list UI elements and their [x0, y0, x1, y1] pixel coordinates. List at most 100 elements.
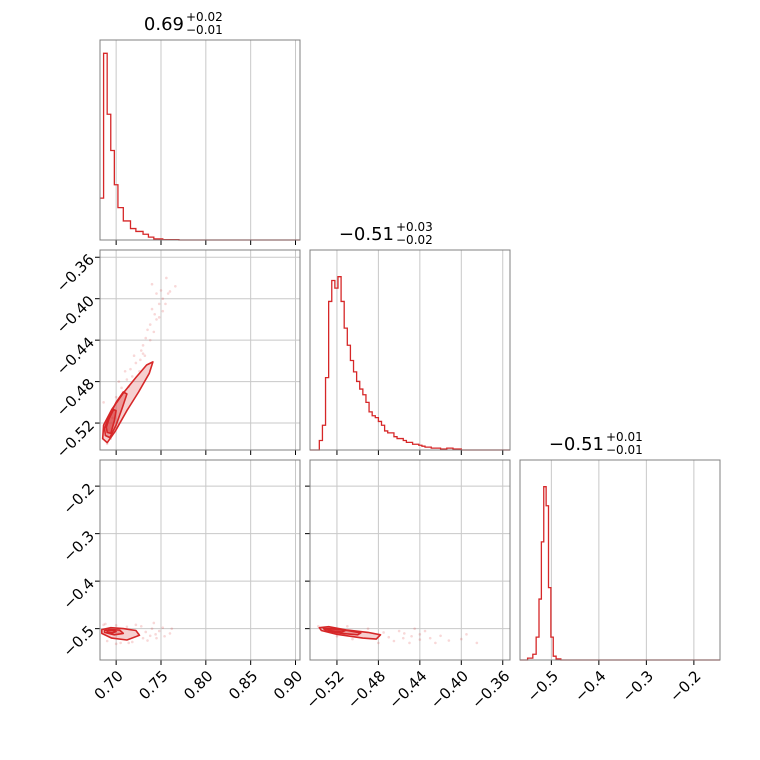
p1-vs-p0-sample-point: [152, 330, 156, 334]
p1-vs-p0-y-tick-label: −0.40: [53, 292, 98, 337]
p1-vs-p0-sample-point: [114, 395, 118, 399]
p1-hist-title-upper-error: +0.03: [396, 220, 433, 234]
p1-vs-p0-y-tick-label: −0.52: [53, 416, 98, 461]
p1-vs-p0-sample-point: [157, 316, 161, 319]
p1-vs-p0-sample-point: [130, 375, 134, 378]
p2-hist-title-lower-error: −0.01: [606, 443, 643, 457]
p1-vs-p0-sample-point: [117, 380, 121, 383]
p0-hist-axes-frame: [99, 39, 301, 241]
p1-vs-p0-sample-point: [143, 354, 147, 357]
p1-vs-p0-sample-point: [150, 307, 154, 311]
p2-vs-p1-x-tick-label: −0.48: [344, 667, 389, 712]
p2-vs-p1-sample-point: [335, 634, 339, 638]
p2-vs-p0-sample-point: [154, 633, 157, 636]
p2-vs-p0-y-tick-label: −0.3: [60, 527, 98, 565]
p2-vs-p0-sample-point: [155, 636, 158, 640]
p2-vs-p1-sample-point: [418, 638, 422, 641]
p1-vs-p0-sample-point: [141, 352, 145, 355]
p2-vs-p0-sample-point: [125, 625, 129, 629]
p0-hist-title-upper-error: +0.02: [186, 10, 223, 24]
p2-vs-p1-x-tick-label: −0.40: [427, 667, 472, 712]
p2-vs-p0-sample-point: [152, 621, 156, 625]
p2-vs-p1-sample-point: [418, 633, 422, 636]
p2-vs-p0-sample-point: [114, 624, 118, 627]
p1-vs-p0-sample-point: [139, 358, 142, 362]
p2-vs-p1-x-tick-label: −0.52: [302, 667, 347, 712]
frames-layer: [95, 39, 721, 665]
marks-layer: [100, 52, 720, 661]
p0-hist-histogram-step: [100, 52, 300, 241]
p2-vs-p0-y-tick-label: −0.4: [60, 574, 98, 612]
grid-layer: [100, 40, 695, 660]
p2-vs-p1-density-contour: [325, 628, 347, 633]
p1-vs-p0-density-contour: [105, 408, 117, 435]
p2-vs-p1-sample-point: [459, 637, 463, 641]
p2-vs-p0-x-tick-label: 0.80: [180, 667, 216, 703]
p2-vs-p0-sample-point: [161, 626, 165, 629]
p2-vs-p0-sample-point: [148, 634, 152, 638]
p1-vs-p0-sample-point: [111, 416, 114, 420]
p1-vs-p0-axes-frame: [99, 249, 301, 451]
p2-vs-p1-axes-frame: [309, 459, 511, 661]
p1-vs-p0-sample-point: [148, 323, 152, 326]
p1-hist-title-lower-error: −0.02: [396, 233, 433, 247]
p1-vs-p0-sample-point: [164, 302, 167, 306]
p0-hist-title-value: 0.69: [144, 14, 184, 35]
p2-vs-p1-sample-point: [465, 633, 468, 636]
p2-vs-p0-sample-point: [157, 629, 161, 633]
p2-vs-p1-sample-point: [434, 641, 437, 645]
p1-hist-title-value: −0.51: [339, 224, 394, 245]
p1-vs-p0-y-tick-label: −0.48: [53, 375, 98, 420]
p2-vs-p1-sample-point: [316, 624, 320, 628]
p2-vs-p1-sample-point: [387, 635, 391, 639]
p2-vs-p1-sample-point: [410, 634, 413, 638]
p1-vs-p0-sample-point: [132, 354, 136, 357]
p0-hist-title-lower-error: −0.01: [186, 23, 223, 37]
p2-vs-p1-sample-point: [423, 629, 427, 633]
p2-vs-p1-x-tick-label: −0.44: [385, 667, 430, 712]
p1-vs-p0-y-tick-label: −0.44: [53, 333, 98, 378]
p2-vs-p1-sample-point: [377, 641, 380, 645]
p1-vs-p0-sample-point: [159, 289, 163, 292]
p1-vs-p0-sample-point: [166, 292, 170, 295]
p2-vs-p0-sample-point: [163, 634, 166, 638]
p2-hist-axes-frame: [519, 459, 721, 661]
p2-vs-p0-sample-point: [114, 642, 118, 646]
p1-hist-axes-frame: [309, 249, 511, 451]
p2-hist-x-tick-label: −0.5: [524, 667, 562, 705]
p2-vs-p0-sample-point: [104, 622, 107, 626]
p1-vs-p0-sample-point: [125, 378, 129, 381]
p1-vs-p0-sample-point: [155, 318, 158, 321]
p2-vs-p1-sample-point: [392, 639, 396, 643]
p2-vs-p1-sample-point: [475, 641, 479, 645]
p2-vs-p1-sample-point: [413, 627, 416, 630]
p2-vs-p0-sample-point: [139, 624, 143, 628]
p1-vs-p0-sample-point: [120, 386, 123, 390]
p2-vs-p0-sample-point: [134, 623, 138, 627]
p1-vs-p0-sample-point: [161, 297, 165, 301]
p2-hist-x-tick-label: −0.4: [571, 667, 609, 705]
p2-vs-p1-sample-point: [447, 639, 451, 642]
p2-vs-p1-sample-point: [403, 632, 406, 635]
p2-vs-p1-sample-point: [439, 634, 442, 638]
p2-vs-p0-x-tick-label: 0.70: [91, 667, 127, 703]
p2-hist-x-tick-label: −0.3: [619, 667, 657, 705]
p1-vs-p0-sample-point: [150, 282, 154, 286]
p2-vs-p0-y-tick-label: −0.5: [60, 622, 98, 660]
p2-vs-p0-sample-point: [144, 630, 148, 634]
p2-vs-p0-sample-point: [141, 636, 145, 640]
p1-vs-p0-sample-point: [134, 361, 138, 365]
p1-vs-p0-sample-point: [168, 290, 172, 293]
p2-vs-p0-sample-point: [119, 641, 122, 645]
p2-vs-p1-sample-point: [346, 624, 349, 628]
p2-vs-p0-y-tick-label: −0.2: [60, 479, 98, 517]
p2-vs-p0-sample-point: [130, 640, 134, 644]
p2-vs-p0-x-tick-label: 0.75: [135, 667, 171, 703]
p1-vs-p0-sample-point: [165, 276, 168, 280]
p2-hist-histogram-step: [520, 486, 720, 661]
p1-vs-p0-sample-point: [146, 328, 149, 332]
p2-vs-p1-sample-point: [366, 627, 370, 630]
p2-vs-p1-sample-point: [401, 636, 405, 640]
p1-vs-p0-sample-point: [157, 302, 161, 306]
